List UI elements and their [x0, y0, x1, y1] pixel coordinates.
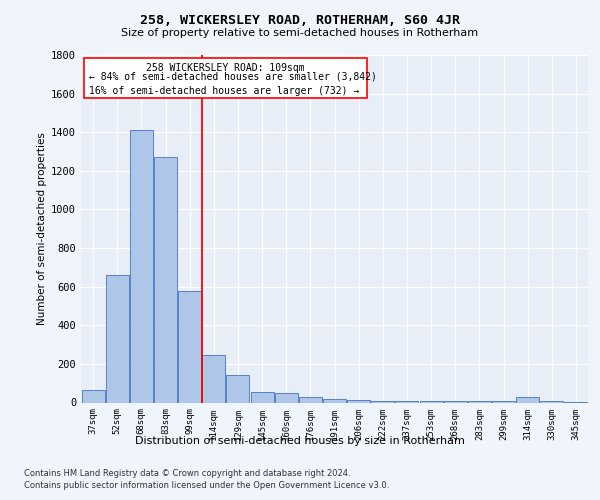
- Bar: [299, 396, 322, 402]
- Bar: [395, 401, 418, 402]
- Bar: [82, 390, 104, 402]
- Bar: [130, 130, 153, 402]
- Text: 258, WICKERSLEY ROAD, ROTHERHAM, S60 4JR: 258, WICKERSLEY ROAD, ROTHERHAM, S60 4JR: [140, 14, 460, 27]
- Text: Contains public sector information licensed under the Open Government Licence v3: Contains public sector information licen…: [24, 481, 389, 490]
- Bar: [516, 396, 539, 402]
- Bar: [202, 355, 225, 403]
- Text: 16% of semi-detached houses are larger (732) →: 16% of semi-detached houses are larger (…: [89, 86, 359, 96]
- Bar: [226, 376, 250, 402]
- Text: Distribution of semi-detached houses by size in Rotherham: Distribution of semi-detached houses by …: [135, 436, 465, 446]
- Bar: [371, 401, 394, 402]
- Bar: [275, 393, 298, 402]
- Bar: [419, 401, 443, 402]
- Bar: [323, 398, 346, 402]
- Bar: [106, 275, 128, 402]
- Bar: [178, 292, 201, 403]
- Text: 258 WICKERSLEY ROAD: 109sqm: 258 WICKERSLEY ROAD: 109sqm: [146, 62, 305, 72]
- Text: Size of property relative to semi-detached houses in Rotherham: Size of property relative to semi-detach…: [121, 28, 479, 38]
- Text: Contains HM Land Registry data © Crown copyright and database right 2024.: Contains HM Land Registry data © Crown c…: [24, 469, 350, 478]
- Bar: [251, 392, 274, 402]
- Bar: [154, 158, 177, 402]
- Y-axis label: Number of semi-detached properties: Number of semi-detached properties: [37, 132, 47, 325]
- Text: ← 84% of semi-detached houses are smaller (3,842): ← 84% of semi-detached houses are smalle…: [89, 72, 376, 82]
- FancyBboxPatch shape: [83, 58, 367, 98]
- Bar: [347, 400, 370, 402]
